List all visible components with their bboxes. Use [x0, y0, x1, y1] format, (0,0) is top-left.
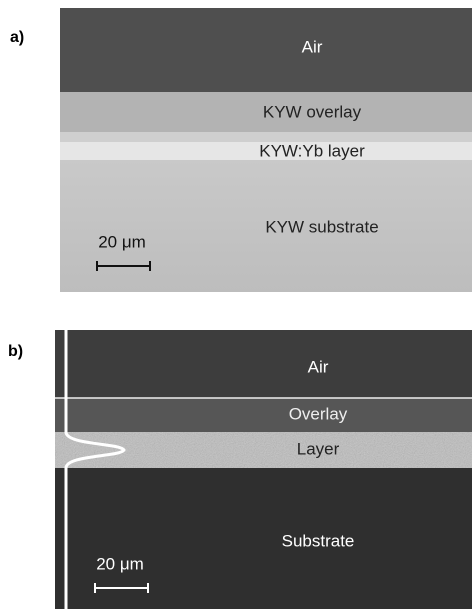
scale-bar-label: 20 μm — [98, 232, 146, 251]
region-label: Air — [308, 357, 329, 376]
air-region — [60, 8, 472, 92]
overlay-region — [55, 398, 472, 432]
region-label: Overlay — [289, 404, 348, 423]
region-label: KYW:Yb layer — [259, 141, 365, 160]
air-region — [55, 330, 472, 398]
scale-bar-label: 20 μm — [96, 554, 144, 573]
region-label: Air — [302, 37, 323, 56]
panel-letter: a) — [10, 29, 24, 46]
panel-b-image: Air Overlay Layer Substrate 20 μm — [55, 330, 472, 609]
region-label: KYW overlay — [263, 102, 362, 121]
layer-noise — [55, 432, 472, 468]
figure: a) Air KYW overlay KYW:Yb layer KYW subs… — [0, 0, 472, 609]
region-label: Substrate — [282, 531, 355, 550]
panel-letter: b) — [8, 343, 23, 360]
region-label: KYW substrate — [265, 217, 378, 236]
panel-a-image: Air KYW overlay KYW:Yb layer KYW substra… — [60, 8, 472, 292]
region-label: Layer — [297, 439, 340, 458]
